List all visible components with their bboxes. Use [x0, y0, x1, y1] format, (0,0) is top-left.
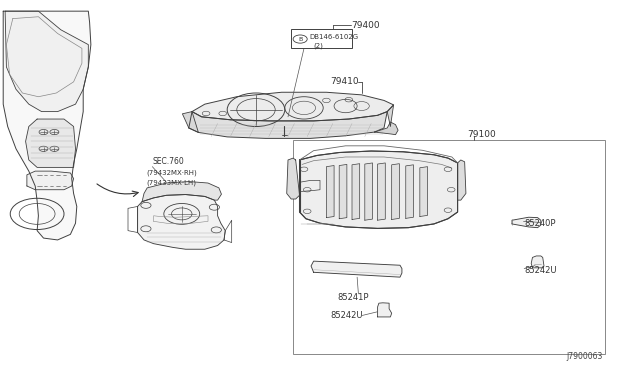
Text: 79400: 79400	[351, 21, 380, 30]
Polygon shape	[352, 164, 360, 219]
Text: J7900063: J7900063	[566, 352, 603, 361]
Text: SEC.760: SEC.760	[152, 157, 184, 166]
Polygon shape	[182, 112, 198, 132]
Polygon shape	[406, 165, 413, 218]
Polygon shape	[326, 166, 334, 218]
Polygon shape	[189, 112, 387, 138]
Polygon shape	[378, 163, 385, 220]
Bar	[293, 140, 605, 354]
Text: 79410: 79410	[330, 77, 358, 86]
Polygon shape	[531, 256, 544, 268]
Text: 85241P: 85241P	[337, 293, 369, 302]
Polygon shape	[458, 160, 466, 200]
Polygon shape	[374, 122, 398, 135]
Polygon shape	[420, 167, 428, 217]
Polygon shape	[192, 92, 394, 121]
Polygon shape	[287, 158, 300, 199]
Text: 85242U: 85242U	[525, 266, 557, 275]
Polygon shape	[387, 105, 394, 126]
FancyBboxPatch shape	[291, 29, 352, 48]
Polygon shape	[138, 195, 225, 249]
Polygon shape	[512, 217, 541, 228]
Text: (2): (2)	[314, 42, 323, 49]
Text: 79100: 79100	[467, 130, 496, 139]
Polygon shape	[392, 164, 399, 219]
Polygon shape	[339, 164, 347, 219]
Polygon shape	[311, 261, 402, 277]
Text: (79432MX·RH): (79432MX·RH)	[146, 170, 196, 176]
Polygon shape	[3, 11, 91, 240]
Polygon shape	[5, 11, 88, 112]
Text: (79433MX·LH): (79433MX·LH)	[146, 180, 196, 186]
Text: 85242U: 85242U	[330, 311, 363, 320]
Text: DB146-6102G: DB146-6102G	[309, 34, 358, 40]
Polygon shape	[26, 119, 76, 167]
Polygon shape	[378, 303, 392, 317]
Polygon shape	[365, 163, 372, 220]
Polygon shape	[142, 182, 221, 202]
Text: B: B	[298, 36, 302, 42]
Polygon shape	[300, 151, 458, 228]
Text: 85240P: 85240P	[525, 219, 556, 228]
Polygon shape	[27, 171, 74, 190]
